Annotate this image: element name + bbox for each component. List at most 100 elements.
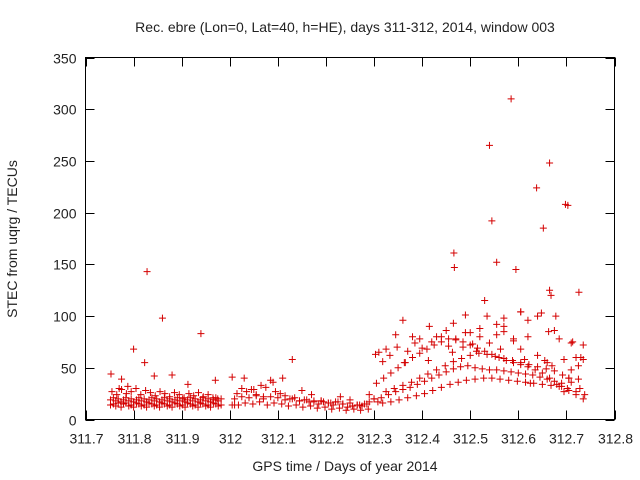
x-axis-label: GPS time / Days of year 2014 [252,458,437,474]
data-point [336,393,344,401]
data-point [190,392,198,400]
data-point [339,400,347,408]
data-point [310,397,318,405]
data-point [271,388,279,396]
data-point [425,322,433,330]
data-point [145,399,153,407]
data-point [238,384,246,392]
data-point [399,316,407,324]
data-point [291,394,299,402]
data-point [392,331,400,339]
data-point [416,335,424,343]
data-point [507,368,515,376]
data-point [184,380,192,388]
data-point [461,311,469,319]
data-point [526,379,534,387]
data-point [458,354,466,362]
data-point [288,356,296,364]
y-tick-label: 300 [53,102,77,118]
data-point [502,357,510,365]
data-point [342,406,350,414]
data-point [517,308,525,316]
data-point [151,392,159,400]
data-point [281,392,289,400]
data-point [300,396,308,404]
data-point [370,395,378,403]
data-point [476,324,484,332]
data-point [537,309,545,317]
data-point [158,314,166,322]
data-point [317,397,325,405]
data-point [380,374,388,382]
data-point [446,380,454,388]
data-point [399,381,407,389]
data-point [513,377,521,385]
data-point [299,403,307,411]
data-point [204,391,212,399]
data-point [393,343,401,351]
data-point [395,396,403,404]
data-point [539,224,547,232]
data-point [424,370,432,378]
data-point [505,376,513,384]
y-axis-label: STEC from uqrg / TECUs [4,160,20,318]
data-point [565,374,573,382]
data-point [510,359,518,367]
data-point [567,339,575,347]
data-point [404,347,412,355]
data-point [454,378,462,386]
data-point [127,388,135,396]
data-point [428,338,436,346]
data-point [552,312,560,320]
data-point [576,384,584,392]
data-point [418,344,426,352]
data-point [183,399,191,407]
x-tick-label: 311.8 [118,431,152,447]
data-point [559,371,567,379]
y-tick-label: 350 [53,51,77,67]
data-point [450,249,458,257]
data-point [409,333,417,341]
data-point [305,398,313,406]
data-point [448,348,456,356]
data-point [180,394,188,402]
x-tick-label: 312.3 [357,431,392,447]
y-tick-label: 200 [53,206,77,222]
data-point [517,361,525,369]
data-point [572,391,580,399]
data-point [481,347,489,355]
data-point [493,320,501,328]
data-point [240,374,248,382]
data-point [350,405,358,413]
data-point [546,286,554,294]
data-point [411,339,419,347]
data-point [374,398,382,406]
data-point [241,399,249,407]
data-point [464,362,472,370]
data-point [471,375,479,383]
data-point [550,367,558,375]
data-point [457,363,465,371]
data-point [107,401,115,409]
x-tick-label: 312.1 [261,431,296,447]
data-point [423,345,431,353]
data-point [256,398,264,406]
data-point [156,388,164,396]
data-point [284,402,292,410]
data-point [575,288,583,296]
data-point [524,333,532,341]
data-point [510,335,518,343]
chart-title: Rec. ebre (Lon=0, Lat=40, h=HE), days 31… [135,19,555,35]
data-point [524,316,532,324]
data-point [485,339,493,347]
data-point [488,217,496,225]
y-tick-label: 250 [53,154,77,170]
data-point [529,371,537,379]
data-point [274,394,282,402]
data-point [450,263,458,271]
data-point [560,356,568,364]
data-point [356,401,364,409]
data-point [466,351,474,359]
data-point [357,406,365,414]
